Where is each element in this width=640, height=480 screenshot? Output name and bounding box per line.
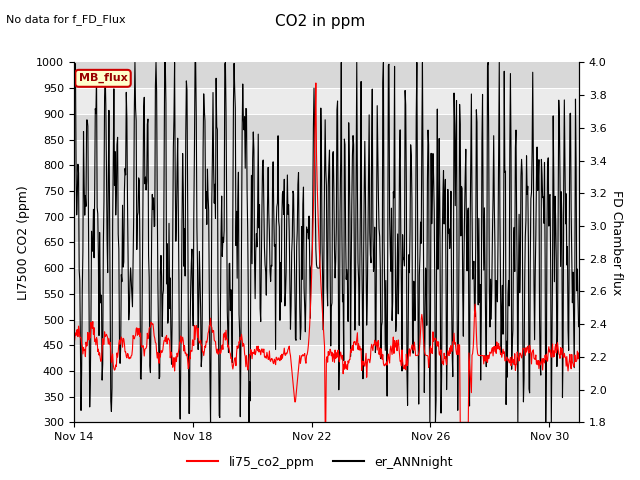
Bar (74, 242, 579, 268)
Bar (74, 320, 579, 345)
Bar (74, 165, 579, 191)
Legend: li75_co2_ppm, er_ANNnight: li75_co2_ppm, er_ANNnight (182, 451, 458, 474)
Bar (74, 88, 579, 114)
Bar (74, 371, 579, 396)
Text: CO2 in ppm: CO2 in ppm (275, 14, 365, 29)
Bar (74, 62, 579, 88)
Y-axis label: FD Chamber flux: FD Chamber flux (611, 190, 623, 295)
Bar (74, 268, 579, 294)
Y-axis label: LI7500 CO2 (ppm): LI7500 CO2 (ppm) (17, 185, 30, 300)
Bar (74, 114, 579, 140)
Bar (74, 140, 579, 165)
Bar (74, 345, 579, 371)
Bar (74, 294, 579, 320)
Text: MB_flux: MB_flux (79, 73, 127, 84)
Bar (74, 396, 579, 422)
Bar (74, 191, 579, 216)
Bar (74, 216, 579, 242)
Text: No data for f_FD_Flux: No data for f_FD_Flux (6, 14, 126, 25)
